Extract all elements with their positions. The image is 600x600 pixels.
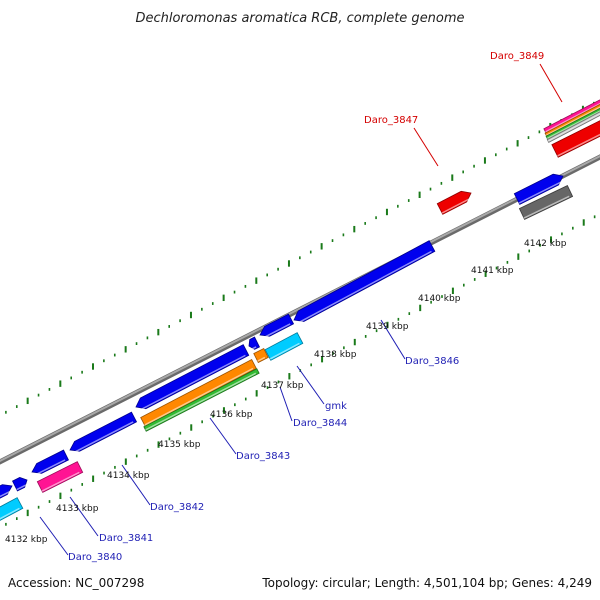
gene-forward-1 (0, 484, 13, 499)
gene-forward-2 (12, 477, 28, 492)
gene-label[interactable]: Daro_3843 (236, 451, 290, 462)
gene-reverse-2 (551, 120, 600, 158)
gene-forward-6 (248, 336, 260, 351)
tick-label: 4140 kbp (418, 294, 461, 304)
tick-label: 4135 kbp (158, 440, 201, 450)
gene-cyan-1 (0, 497, 24, 521)
label-connector (69, 496, 99, 537)
label-connector (39, 516, 69, 556)
tick-label: 4139 kbp (366, 322, 409, 332)
gene-label[interactable]: Daro_3847 (364, 115, 418, 126)
gene-magenta-1 (36, 461, 84, 493)
gene-labels: Daro_3840 Daro_3841 Daro_3842 Daro_3843 Daro… (68, 51, 544, 563)
gene-cyan-2 (264, 332, 304, 361)
gene-forward-9 (513, 173, 564, 205)
gene-forward-3 (31, 449, 69, 477)
label-connector (539, 63, 563, 103)
tick-label: 4136 kbp (210, 410, 253, 420)
gene-forward-8 (293, 240, 436, 325)
label-connector (413, 127, 439, 167)
gene-forward-4 (69, 411, 138, 455)
genome-summary-text: Topology: circular; Length: 4,501,104 bp… (262, 576, 592, 590)
gene-label[interactable]: Daro_3842 (150, 502, 204, 513)
map-title: Dechloromonas aromatica RCB, complete ge… (135, 11, 464, 26)
gene-gray-1 (518, 185, 574, 220)
tick-labels: 4132 kbp 4133 kbp 4134 kbp 4135 kbp 4136 kbp… (5, 239, 567, 545)
tick-label: 4133 kbp (56, 504, 99, 514)
tick-label: 4138 kbp (314, 350, 357, 360)
accession-text: Accession: NC_007298 (8, 576, 145, 590)
gene-orange-2 (253, 347, 269, 364)
label-connector (296, 365, 325, 405)
gene-strip-gray (546, 111, 600, 143)
label-connector (209, 417, 237, 455)
tick-label: 4132 kbp (5, 535, 48, 545)
gene-reverse-1 (436, 190, 472, 215)
label-connector (380, 319, 406, 360)
gene-label[interactable]: Daro_3841 (99, 533, 153, 544)
gene-label[interactable]: Daro_3844 (293, 418, 347, 429)
scale-dots (5, 101, 596, 526)
gene-label[interactable]: Daro_3840 (68, 552, 122, 563)
gene-forward-5 (135, 344, 250, 412)
tick-label: 4142 kbp (524, 239, 567, 249)
gene-forward-7 (259, 313, 295, 340)
label-connectors (39, 63, 563, 556)
gene-label[interactable]: Daro_3846 (405, 356, 459, 367)
tick-label: 4134 kbp (107, 471, 150, 481)
gene-label[interactable]: Daro_3849 (490, 51, 544, 62)
gene-features (0, 99, 600, 521)
genome-backbone (0, 154, 600, 465)
gene-green-1 (143, 368, 260, 432)
tick-label: 4137 kbp (261, 381, 304, 391)
tick-label: 4141 kbp (471, 266, 514, 276)
label-connector (279, 386, 293, 422)
gene-label[interactable]: gmk (325, 401, 347, 412)
label-connector (121, 464, 151, 506)
